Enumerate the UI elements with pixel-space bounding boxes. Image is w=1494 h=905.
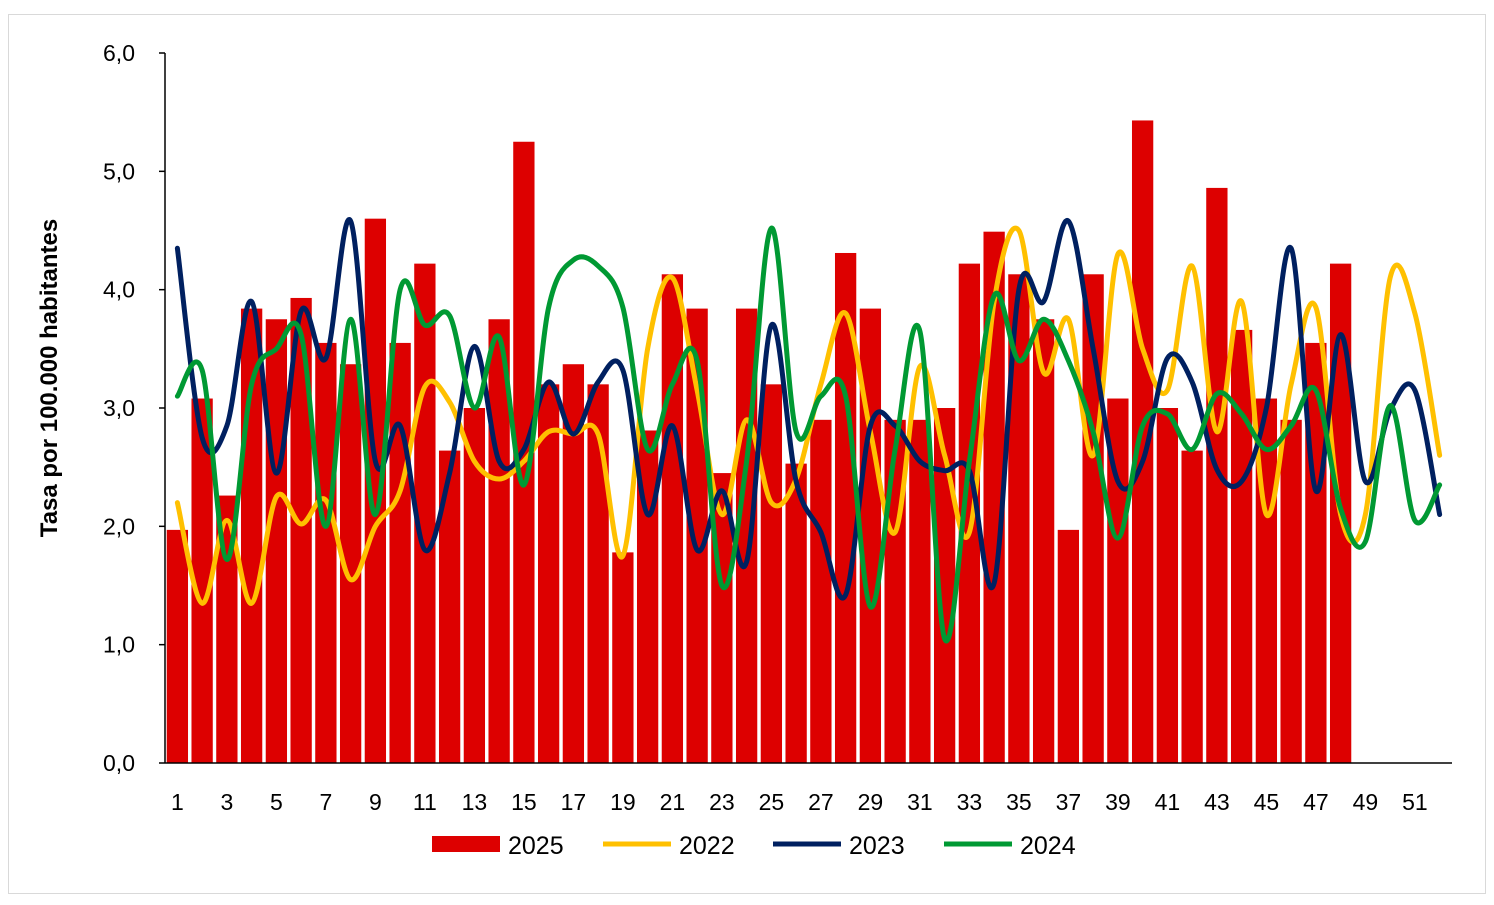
y-tick-label: 1,0 [103,632,135,658]
bar-2025-week-38 [1082,274,1104,763]
bar-2025-week-36 [1032,319,1055,763]
bar-2025-week-8 [339,364,362,763]
x-tick-label: 7 [319,789,332,815]
y-tick-label: 5,0 [103,158,135,184]
x-tick-label: 33 [957,789,983,815]
line-series-2024 [174,225,1443,644]
x-tick-label: 13 [462,789,488,815]
bar-2025-week-18 [587,384,609,763]
x-tick-label: 25 [759,789,785,815]
bar-2025-week-29 [859,308,882,763]
bar-2025-week-1 [166,529,189,763]
bar-2025-week-44 [1230,329,1253,763]
bar-2025-week-32 [933,408,956,763]
legend: 2025 2022 2023 2024 [432,832,1076,860]
x-tick-label: 43 [1204,789,1230,815]
legend-label-2024: 2024 [1020,832,1076,860]
line-series-2023 [174,217,1443,601]
x-tick-label: 45 [1254,789,1280,815]
bar-2025-week-21 [661,274,684,763]
bar-2025-week-16 [537,384,560,763]
bar-2025-week-30 [884,419,906,763]
bar-2025-week-46 [1280,419,1302,763]
lines-layer [174,217,1443,644]
line-series-2022 [174,225,1443,606]
bars-layer [166,120,1352,764]
bar-2025-week-35 [1008,274,1030,763]
x-ticks: 1 3 5 7 9 11 13 15 17 19 21 23 25 27 29 31 33 35 37 39 41 43 4… [171,789,1428,815]
legend-label-2022: 2022 [679,832,735,860]
x-tick-label: 3 [220,789,233,815]
y-tick-label: 6,0 [103,40,135,66]
x-tick-label: 15 [511,789,537,815]
bar-2025-week-12 [438,450,461,763]
x-tick-label: 37 [1056,789,1082,815]
bar-2025-week-40 [1131,120,1154,763]
bar-2025-week-7 [315,342,337,763]
x-tick-label: 51 [1402,789,1428,815]
x-tick-label: 9 [369,789,382,815]
x-tick-label: 29 [858,789,884,815]
bar-2025-week-25 [760,384,783,763]
x-tick-label: 23 [709,789,735,815]
bar-2025-week-11 [414,263,436,763]
x-tick-label: 17 [561,789,587,815]
bar-2025-week-43 [1206,187,1228,763]
x-tick-label: 41 [1155,789,1181,815]
bar-2025-week-37 [1057,529,1080,763]
x-tick-label: 1 [171,789,184,815]
bar-2025-week-19 [612,552,634,763]
x-tick-label: 49 [1353,789,1379,815]
y-tick-label: 4,0 [103,277,135,303]
y-tick-label: 3,0 [103,395,135,421]
x-tick-label: 35 [1006,789,1032,815]
legend-label-2023: 2023 [849,832,905,860]
legend-swatch-2025 [432,836,500,852]
y-tick-label: 0,0 [103,750,135,776]
x-tick-label: 31 [907,789,933,815]
x-tick-label: 5 [270,789,283,815]
bar-2025-week-6 [290,297,312,763]
bar-2025-week-17 [562,364,585,763]
x-tick-label: 47 [1303,789,1329,815]
bar-2025-week-42 [1181,450,1203,763]
bar-2025-week-9 [364,218,387,764]
bar-2025-week-26 [785,463,807,763]
bar-2025-week-41 [1156,408,1179,763]
x-tick-label: 11 [413,789,437,815]
x-tick-label: 21 [660,789,686,815]
legend-label-2025: 2025 [508,832,564,860]
y-axis-label: Tasa por 100.000 habitantes [36,219,63,537]
bar-2025-week-10 [389,342,411,763]
x-tick-label: 39 [1105,789,1131,815]
bar-2025-week-2 [191,398,213,763]
y-tick-label: 2,0 [103,513,135,539]
bar-2025-week-27 [810,419,832,763]
bar-2025-week-33 [958,263,981,763]
y-ticks: 0,0 1,0 2,0 3,0 4,0 5,0 6,0 [103,40,165,776]
x-tick-label: 27 [808,789,834,815]
bar-2025-week-13 [463,408,486,763]
bar-2025-week-31 [909,419,931,763]
x-tick-label: 19 [610,789,636,815]
bar-2025-week-3 [216,495,238,763]
bar-2025-week-5 [265,319,288,763]
